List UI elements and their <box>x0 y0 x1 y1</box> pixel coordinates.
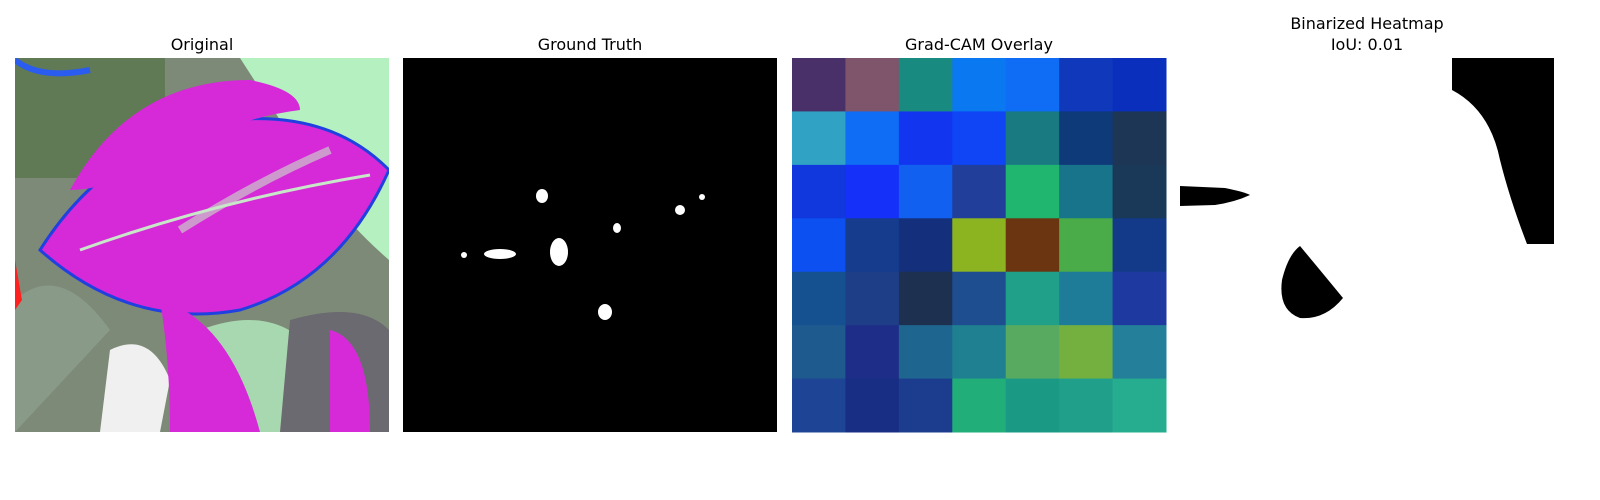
heatmap-cell <box>1059 164 1114 219</box>
heatmap-cell <box>1112 111 1167 166</box>
heatmap-cell <box>1112 218 1167 273</box>
heatmap-cell <box>1059 378 1114 433</box>
heatmap-cell <box>792 271 846 326</box>
heatmap-cell <box>1005 111 1060 166</box>
heatmap-cell <box>845 111 900 166</box>
gradcam-overlay <box>792 58 1167 433</box>
heatmap-cell <box>1005 164 1060 219</box>
heatmap-cell <box>845 58 900 112</box>
heatmap-cell <box>845 164 900 219</box>
heatmap-cell <box>898 111 953 166</box>
heatmap-cell <box>952 218 1007 273</box>
heatmap-cell <box>1112 325 1167 380</box>
heatmap-cell <box>1059 271 1114 326</box>
heatmap-cell <box>1059 325 1114 380</box>
heatmap-cell <box>845 271 900 326</box>
heatmap-cell <box>1005 325 1060 380</box>
heatmap-cell <box>898 218 953 273</box>
heatmap-cell <box>1005 378 1060 433</box>
heatmap-cell <box>952 164 1007 219</box>
heatmap-cell <box>845 325 900 380</box>
heatmap-cell <box>952 271 1007 326</box>
heatmap-cell <box>1005 58 1060 112</box>
heatmap-cell <box>898 271 953 326</box>
panel-title: Binarized Heatmap <box>1290 14 1443 33</box>
heatmap-cell <box>1112 164 1167 219</box>
heatmap-cell <box>1059 111 1114 166</box>
heatmap-cell <box>1112 271 1167 326</box>
panel-title: Ground Truth <box>538 35 643 54</box>
heatmap-cell <box>898 378 953 433</box>
heatmap-cell <box>792 325 846 380</box>
heatmap-cell <box>792 218 846 273</box>
heatmap-cell <box>952 325 1007 380</box>
panel-title: Grad-CAM Overlay <box>905 35 1053 54</box>
heatmap-cell <box>792 164 846 219</box>
heatmap-cell <box>1059 58 1114 112</box>
heatmap-cell <box>1005 271 1060 326</box>
heatmap-cell <box>952 58 1007 112</box>
original-image <box>15 58 389 432</box>
heatmap-cell <box>952 111 1007 166</box>
heatmap-cell <box>898 325 953 380</box>
heatmap-cell <box>1059 218 1114 273</box>
heatmap-cell <box>792 111 846 166</box>
heatmap-cell <box>1112 378 1167 433</box>
panel-title: Original <box>171 35 234 54</box>
heatmap-cell <box>1005 218 1060 273</box>
heatmap-cell <box>952 378 1007 433</box>
heatmap-cell <box>845 218 900 273</box>
heatmap-cell <box>792 58 846 112</box>
heatmap-cell <box>898 164 953 219</box>
ground-truth-mask <box>403 58 777 432</box>
heatmap-cell <box>1112 58 1167 112</box>
heatmap-cell <box>792 378 846 433</box>
heatmap-cell <box>898 58 953 112</box>
panel-subtitle: IoU: 0.01 <box>1331 35 1403 54</box>
heatmap-cell <box>845 378 900 433</box>
binarized-heatmap <box>1180 58 1554 432</box>
